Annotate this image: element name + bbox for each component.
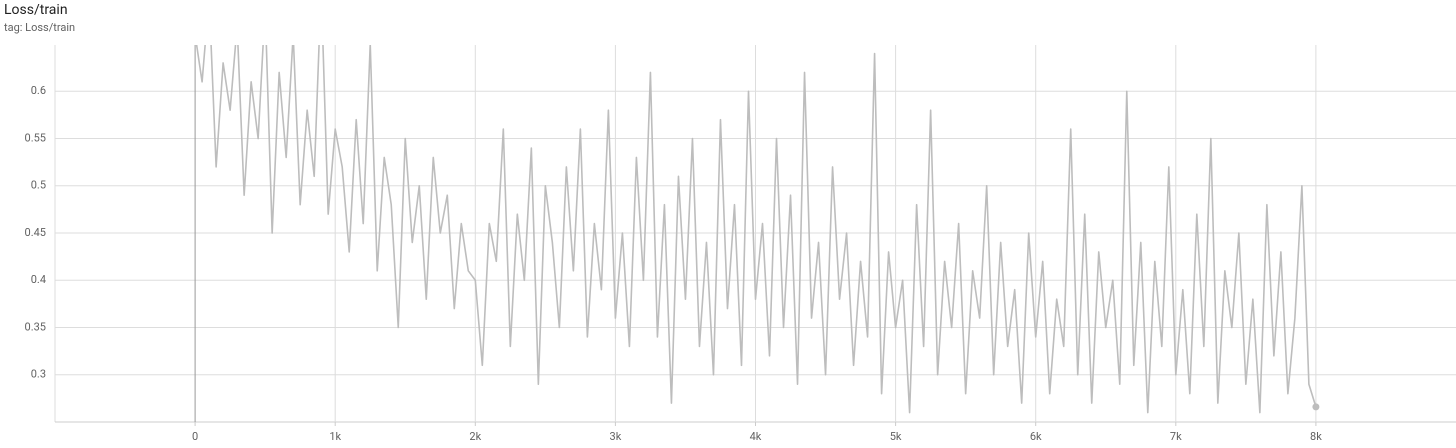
x-tick-label: 2k — [469, 430, 481, 443]
y-tick-label: 0.55 — [25, 131, 46, 144]
x-tick-label: 4k — [750, 430, 762, 443]
last-point — [1312, 403, 1320, 411]
y-tick-label: 0.45 — [25, 226, 46, 239]
loss-line — [195, 45, 1317, 414]
chart-subtitle: tag: Loss/train — [4, 21, 76, 34]
x-tick-label: 5k — [890, 430, 902, 443]
y-tick-label: 0.6 — [31, 84, 46, 97]
x-tick-label: 7k — [1170, 430, 1182, 443]
y-tick-label: 0.4 — [31, 273, 46, 286]
grid: 0.3 0.35 0.4 0.45 0.5 0.55 0.6 0 1k 2k 3k 4k 5k 6k 7k 8… — [25, 45, 1456, 443]
x-tick-label: 1k — [329, 430, 341, 443]
y-tick-label: 0.3 — [31, 368, 46, 381]
x-tick-label: 0 — [192, 430, 198, 443]
x-tick-label: 8k — [1310, 430, 1322, 443]
y-tick-label: 0.35 — [25, 320, 46, 333]
x-tick-label: 6k — [1030, 430, 1042, 443]
plot-area — [195, 45, 1317, 414]
chart-title: Loss/train — [4, 2, 68, 18]
x-tick-label: 3k — [610, 430, 622, 443]
y-tick-label: 0.5 — [31, 179, 46, 192]
